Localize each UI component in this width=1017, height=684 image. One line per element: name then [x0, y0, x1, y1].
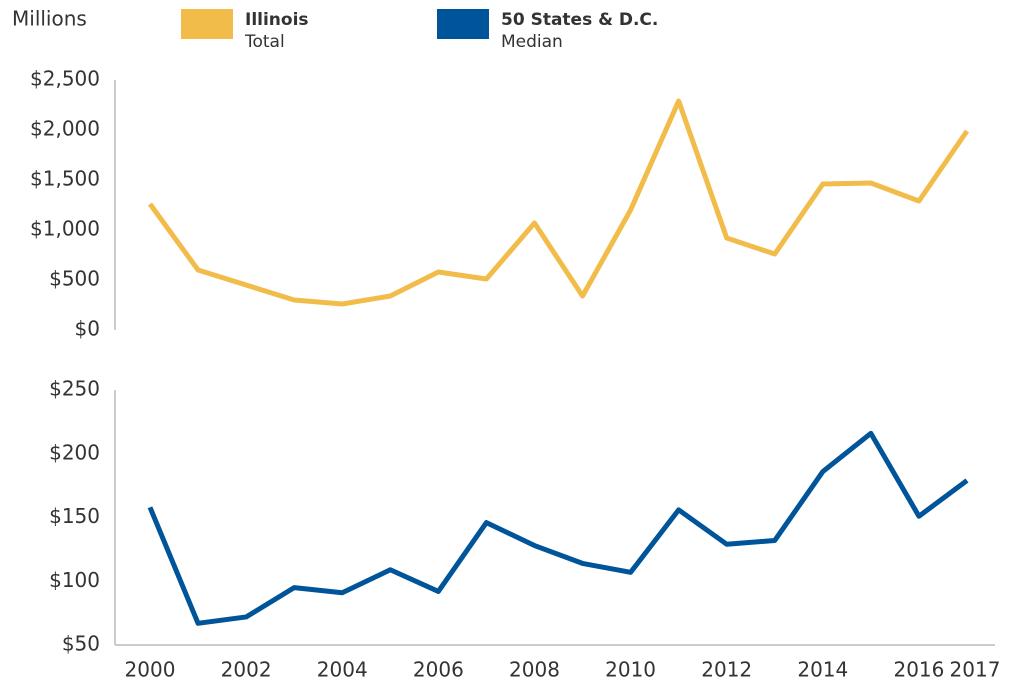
x-tick-label: 2014	[797, 658, 848, 682]
y-tick-label: $1,500	[30, 167, 100, 191]
y-tick-label: $2,000	[30, 117, 100, 141]
legend-swatch	[181, 9, 233, 39]
legend-label: 50 States & D.C.	[501, 10, 658, 30]
y-tick-label: $100	[49, 568, 100, 592]
y-tick-label: $500	[49, 267, 100, 291]
legend-sublabel: Median	[501, 32, 563, 52]
x-tick-label: 2017	[950, 658, 1001, 682]
x-tick-label: 2002	[221, 658, 272, 682]
y-tick-label: $250	[49, 377, 100, 401]
x-tick-label: 2012	[701, 658, 752, 682]
data-line	[147, 430, 969, 626]
y-axis-label: Millions	[12, 7, 87, 31]
legend-sublabel: Total	[244, 32, 285, 52]
x-tick-label: 2008	[509, 658, 560, 682]
y-tick-label: $0	[75, 317, 100, 341]
y-tick-label: $1,000	[30, 217, 100, 241]
y-tick-label: $2,500	[30, 67, 100, 91]
y-tick-label: $50	[62, 632, 100, 656]
x-tick-label: 2006	[413, 658, 464, 682]
legend-label: Illinois	[245, 10, 309, 30]
legend-swatch	[437, 9, 489, 39]
data-line	[147, 98, 970, 307]
x-tick-label: 2016	[893, 658, 944, 682]
y-tick-label: $200	[49, 440, 100, 464]
x-tick-label: 2010	[605, 658, 656, 682]
x-tick-label: 2004	[317, 658, 368, 682]
x-tick-label: 2000	[125, 658, 176, 682]
y-tick-label: $150	[49, 504, 100, 528]
